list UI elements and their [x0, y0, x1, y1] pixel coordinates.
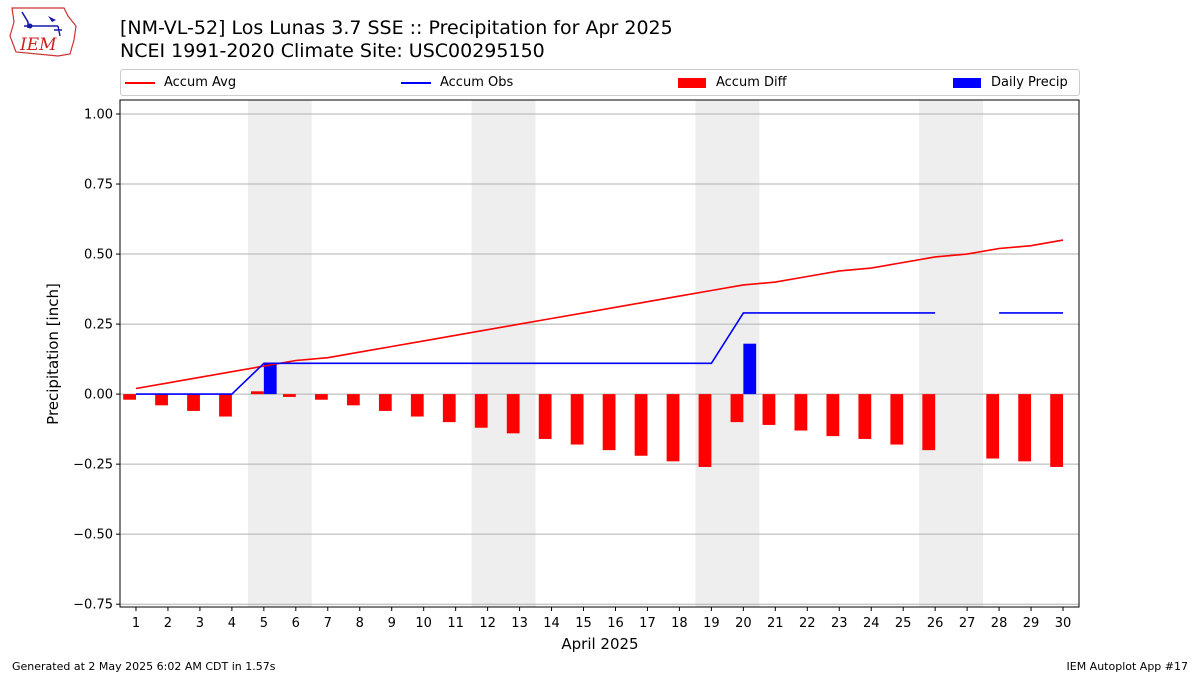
accum-diff-bar	[506, 394, 520, 434]
x-tick-label: 17	[639, 616, 656, 631]
x-tick-label: 11	[447, 616, 464, 631]
x-tick-label: 23	[831, 616, 848, 631]
y-tick-label: −0.75	[73, 598, 113, 613]
x-tick-label: 12	[479, 616, 496, 631]
legend-label-accum-diff: Accum Diff	[716, 75, 787, 90]
accum-diff-bar	[1018, 394, 1032, 462]
logo-text: IEM	[19, 35, 57, 55]
accum-diff-bar	[283, 394, 296, 397]
footer-generated: Generated at 2 May 2025 6:02 AM CDT in 1…	[12, 660, 276, 673]
y-tick-label: 0.25	[84, 318, 113, 333]
x-tick-label: 8	[356, 616, 364, 631]
x-tick-label: 7	[324, 616, 332, 631]
weekend-shade	[247, 100, 312, 607]
legend-swatch-daily-precip	[953, 77, 981, 88]
legend-item-accum-obs: Accum Obs	[401, 70, 513, 95]
legend-item-daily-precip: Daily Precip	[953, 70, 1068, 95]
legend-label-daily-precip: Daily Precip	[991, 75, 1068, 90]
x-axis-label: April 2025	[561, 635, 638, 653]
accum-diff-bar	[602, 394, 616, 451]
y-tick-label: −0.25	[73, 458, 113, 473]
y-axis-label: Precipitation [inch]	[44, 283, 62, 425]
x-tick-label: 21	[767, 616, 784, 631]
accum-diff-bar	[251, 391, 264, 395]
x-tick-label: 29	[1023, 616, 1040, 631]
x-tick-label: 15	[575, 616, 592, 631]
accum-diff-bar	[538, 394, 552, 439]
chart-legend: Accum Avg Accum Obs Accum Diff Daily Pre…	[120, 69, 1080, 96]
x-tick-label: 1	[132, 616, 140, 631]
x-tick-label: 30	[1055, 616, 1072, 631]
daily-precip-bar	[743, 343, 757, 395]
x-tick-label: 10	[415, 616, 432, 631]
x-tick-label: 13	[511, 616, 528, 631]
x-tick-label: 20	[735, 616, 752, 631]
accum-diff-bar	[986, 394, 1000, 459]
footer-app: IEM Autoplot App #17	[1066, 660, 1189, 673]
legend-swatch-accum-obs	[401, 81, 431, 84]
x-tick-label: 24	[863, 616, 880, 631]
accum-diff-bar	[123, 394, 136, 400]
y-tick-label: 1.00	[84, 108, 113, 123]
legend-label-accum-obs: Accum Obs	[440, 75, 514, 90]
accum-diff-bar	[858, 394, 872, 439]
accum-diff-bar	[826, 394, 840, 437]
chart-subtitle: NCEI 1991-2020 Climate Site: USC00295150	[120, 40, 545, 62]
legend-swatch-accum-diff	[678, 77, 706, 88]
x-tick-label: 26	[927, 616, 944, 631]
x-tick-label: 5	[260, 616, 268, 631]
accum-obs-line	[136, 312, 936, 395]
y-tick-label: −0.50	[73, 528, 113, 543]
accum-diff-bar	[410, 394, 424, 417]
x-tick-label: 4	[228, 616, 236, 631]
y-tick-label: 0.00	[84, 388, 113, 403]
legend-item-accum-diff: Accum Diff	[678, 70, 787, 95]
x-tick-label: 18	[671, 616, 688, 631]
accum-diff-bar	[314, 394, 328, 400]
accum-diff-bar	[730, 394, 744, 423]
x-tick-label: 2	[164, 616, 172, 631]
accum-diff-bar	[634, 394, 648, 456]
accum-diff-bar	[442, 394, 456, 423]
accum-diff-bar	[570, 394, 584, 445]
accum-diff-bar	[187, 394, 200, 411]
x-tick-label: 9	[388, 616, 396, 631]
daily-precip-bar	[263, 363, 277, 395]
legend-item-accum-avg: Accum Avg	[125, 70, 236, 95]
chart-title: [NM-VL-52] Los Lunas 3.7 SSE :: Precipit…	[120, 17, 673, 39]
accum-diff-bar	[155, 394, 168, 406]
x-tick-label: 3	[196, 616, 204, 631]
x-tick-label: 19	[703, 616, 720, 631]
x-tick-label: 16	[607, 616, 624, 631]
x-tick-label: 27	[959, 616, 976, 631]
accum-diff-bar	[346, 394, 360, 406]
accum-diff-bar	[219, 394, 232, 417]
accum-diff-bar	[378, 394, 392, 411]
accum-diff-bar	[666, 394, 680, 462]
y-tick-label: 0.75	[84, 178, 113, 193]
x-tick-label: 28	[991, 616, 1008, 631]
accum-diff-bar	[762, 394, 776, 425]
x-tick-label: 6	[292, 616, 300, 631]
accum-diff-bar	[474, 394, 488, 428]
accum-diff-bar	[922, 394, 936, 451]
x-tick-label: 14	[543, 616, 560, 631]
legend-label-accum-avg: Accum Avg	[164, 75, 237, 90]
weekend-shade	[919, 100, 984, 607]
legend-swatch-accum-avg	[125, 81, 155, 84]
iem-logo: IEM	[8, 6, 80, 62]
x-tick-label: 25	[895, 616, 912, 631]
plot-frame	[119, 99, 1080, 608]
accum-diff-bar	[1050, 394, 1064, 467]
accum-avg-line	[135, 239, 1064, 390]
accum-diff-bar	[794, 394, 808, 431]
weekend-shade	[471, 100, 536, 607]
accum-diff-bar	[890, 394, 904, 445]
x-tick-label: 22	[799, 616, 816, 631]
accum-diff-bar	[698, 394, 712, 467]
y-tick-label: 0.50	[84, 248, 113, 263]
